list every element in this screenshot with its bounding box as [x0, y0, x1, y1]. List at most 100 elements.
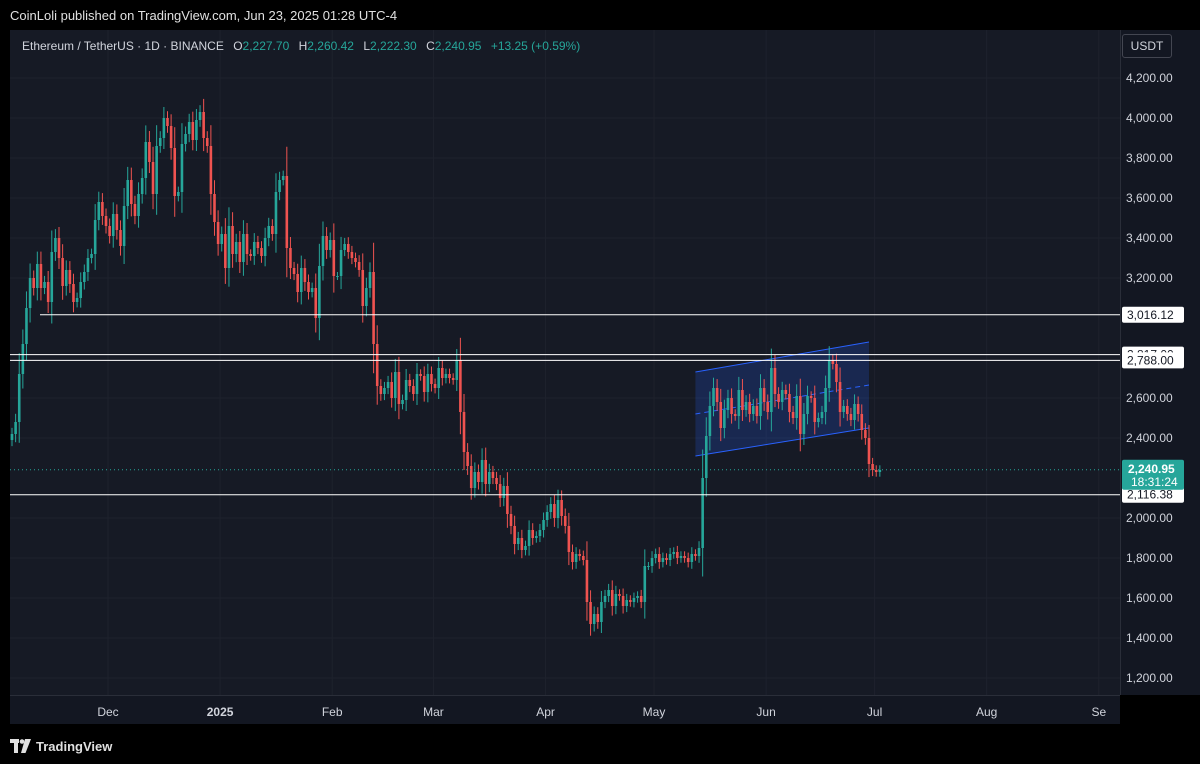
candle-body [328, 240, 332, 250]
candle-body [795, 396, 798, 418]
candle-body [28, 278, 32, 308]
tradingview-brand: TradingView [36, 739, 113, 754]
candle-body [83, 272, 86, 282]
y-tick-label: 4,000.00 [1126, 111, 1173, 125]
currency-selector[interactable]: USDT [1122, 34, 1172, 58]
candle-body [401, 400, 404, 404]
candle-body [375, 344, 379, 386]
candle-body [296, 274, 299, 292]
candle-body [733, 414, 737, 416]
candle-body [231, 226, 234, 254]
y-tick-label: 2,400.00 [1126, 431, 1173, 445]
candle-body [618, 594, 621, 596]
candle-body [408, 380, 412, 386]
candle-body [332, 240, 336, 276]
candle-body [292, 268, 296, 274]
candle-body [166, 118, 169, 126]
candle-body [755, 406, 759, 416]
candle-body [520, 538, 524, 550]
candle-body [137, 194, 140, 216]
candle-body [748, 402, 751, 414]
candle-body [191, 122, 195, 140]
candle-body [741, 390, 744, 410]
candle-body [386, 382, 390, 388]
candle-body [831, 360, 835, 364]
time-axis[interactable] [10, 695, 1120, 724]
candle-body [578, 554, 582, 556]
candle-body [220, 234, 224, 244]
candle-body [462, 412, 466, 452]
candle-body [730, 398, 733, 414]
channel-upper-line [695, 341, 870, 373]
low-label: L [363, 39, 371, 53]
candle-body [209, 146, 213, 194]
candle-body [177, 192, 180, 196]
candle-body [256, 242, 260, 248]
candle-body [610, 590, 614, 606]
y-tick-label: 1,400.00 [1126, 631, 1173, 645]
candle-body [252, 242, 256, 256]
candle-body [506, 486, 509, 514]
candle-body [744, 402, 748, 410]
candle-body [567, 526, 571, 552]
candle-body [813, 398, 817, 422]
candle-body [704, 436, 708, 478]
candle-body [379, 386, 383, 394]
candle-body [849, 414, 853, 420]
candle-body [162, 118, 166, 138]
candle-body [314, 288, 318, 318]
candle-body [582, 556, 585, 560]
candle-body [668, 554, 672, 560]
candle-body [158, 138, 162, 146]
y-tick-label: 3,200.00 [1126, 271, 1173, 285]
y-tick-label: 3,600.00 [1126, 191, 1173, 205]
candle-body [473, 472, 477, 488]
candle-body [321, 236, 325, 266]
candle-body [477, 472, 480, 482]
chart-pane[interactable] [10, 30, 1120, 695]
candle-body [422, 376, 426, 392]
candle-body [715, 388, 719, 402]
candle-body [773, 368, 777, 394]
candle-body [853, 404, 856, 420]
candle-body [686, 558, 690, 562]
candle-body [448, 374, 451, 378]
candle-body [777, 394, 780, 402]
price-level-label: 2,116.38 [1127, 488, 1173, 502]
countdown-label: 18:31:24 [1131, 475, 1178, 489]
candle-body [502, 486, 506, 498]
candle-body [780, 390, 784, 402]
candle-body [238, 242, 242, 262]
candle-body [878, 470, 882, 472]
candle-body [524, 546, 527, 550]
price-level-badge [1122, 306, 1184, 323]
candle-body [133, 204, 137, 216]
candle-body [148, 142, 151, 162]
candle-body [621, 596, 625, 606]
candle-body [289, 248, 292, 268]
candle-body [205, 138, 209, 146]
candle-body [415, 374, 419, 394]
candle-body [737, 390, 741, 416]
candle-body [759, 388, 762, 416]
candle-body [267, 226, 271, 238]
channel-lower-line [695, 427, 870, 457]
candle-body [639, 596, 643, 602]
candle-body [278, 180, 281, 192]
candle-body [46, 282, 50, 302]
price-level-badge [1122, 486, 1184, 503]
candle-body [274, 192, 278, 234]
candle-body [864, 430, 867, 438]
candle-body [809, 396, 813, 398]
close-label: C [426, 39, 435, 53]
candle-body [788, 394, 791, 412]
candle-body [690, 554, 694, 562]
candle-body [357, 262, 361, 270]
candle-body [488, 472, 491, 484]
candle-body [672, 552, 676, 554]
y-tick-label: 3,800.00 [1126, 151, 1173, 165]
candle-body [657, 554, 661, 562]
last-price-badge [1122, 459, 1184, 490]
candle-body [701, 478, 704, 548]
x-tick-label: Dec [97, 705, 118, 719]
